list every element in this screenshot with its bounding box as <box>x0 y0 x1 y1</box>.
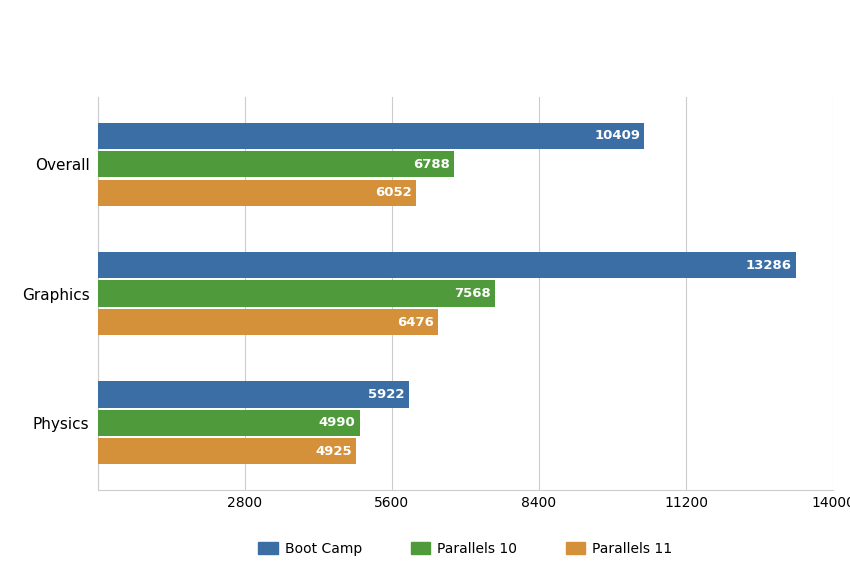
Bar <box>98 280 496 307</box>
Text: Parallels Desktop 11 Benchmarks: Parallels Desktop 11 Benchmarks <box>30 29 368 47</box>
Text: 6052: 6052 <box>375 186 411 199</box>
Text: 4925: 4925 <box>315 445 352 458</box>
Text: 13286: 13286 <box>745 259 791 271</box>
Text: 3DMark (2013) | Cloud Gate: 3DMark (2013) | Cloud Gate <box>30 70 311 88</box>
Text: 6476: 6476 <box>397 316 434 328</box>
Bar <box>98 151 454 177</box>
Text: 6788: 6788 <box>413 158 450 170</box>
Bar <box>98 180 416 206</box>
Bar <box>98 123 644 149</box>
Legend: Boot Camp, Parallels 10, Parallels 11: Boot Camp, Parallels 10, Parallels 11 <box>253 536 677 561</box>
Bar <box>98 252 796 278</box>
Text: 5922: 5922 <box>368 388 405 401</box>
Text: 4990: 4990 <box>319 417 355 429</box>
Bar <box>98 381 409 408</box>
Text: 10409: 10409 <box>594 129 640 142</box>
Bar <box>98 410 360 436</box>
Bar <box>98 438 356 465</box>
Text: 7568: 7568 <box>454 287 491 300</box>
Bar <box>98 309 438 335</box>
